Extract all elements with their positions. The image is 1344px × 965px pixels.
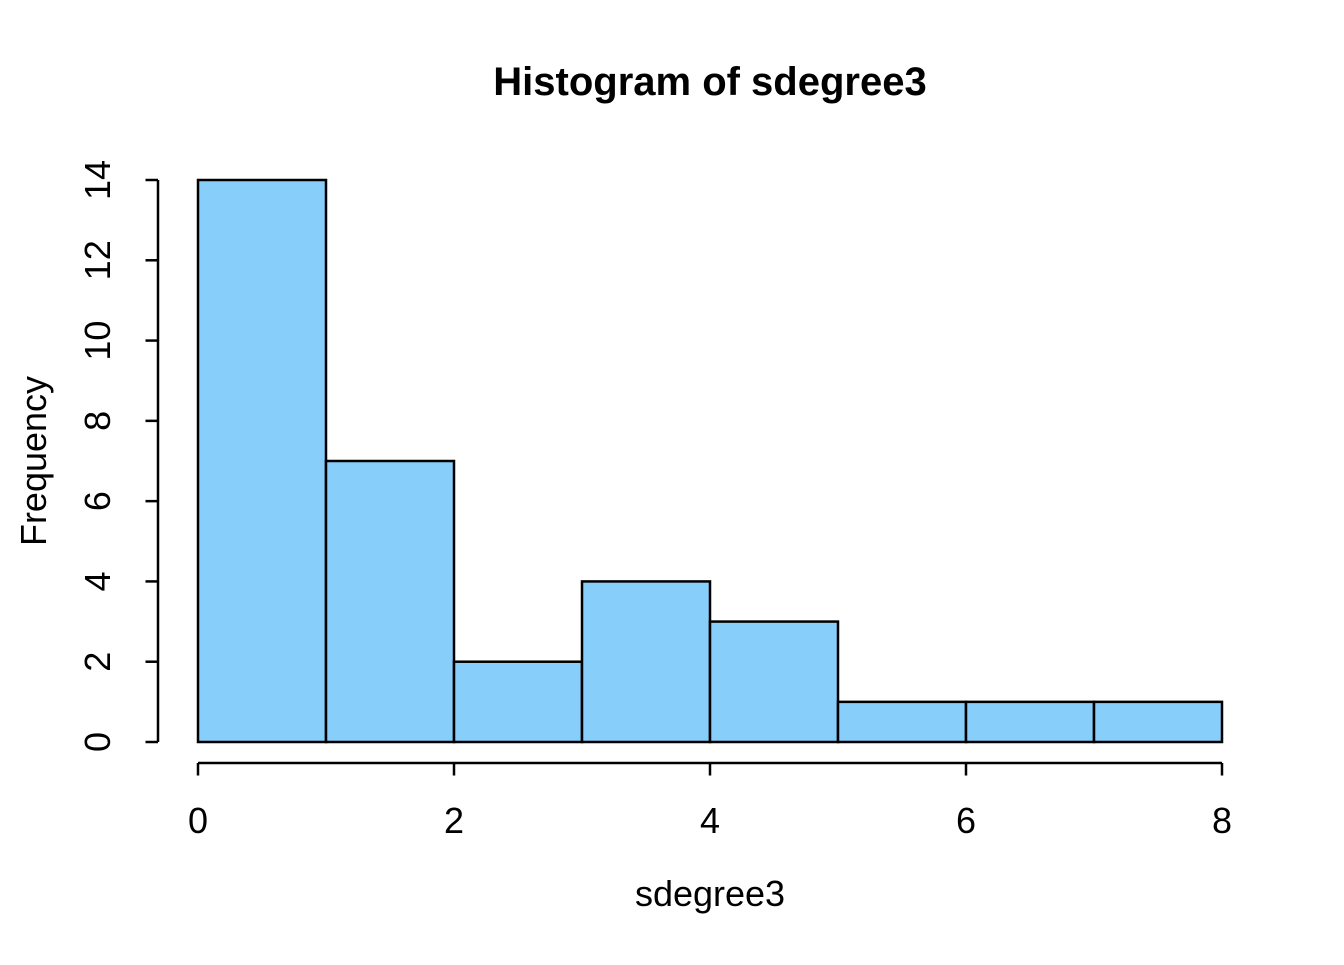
y-axis: 0 2 4 6 8 10 12 14 xyxy=(77,160,160,752)
x-tick-label: 8 xyxy=(1212,800,1232,841)
histogram-bar xyxy=(196,178,328,744)
x-tick-label: 2 xyxy=(444,800,464,841)
y-tick-label: 14 xyxy=(77,160,118,200)
y-tick-label: 6 xyxy=(77,491,118,511)
y-tick-label: 8 xyxy=(77,411,118,431)
y-tick-label: 4 xyxy=(77,571,118,591)
y-axis-label: Frequency xyxy=(13,376,54,546)
x-axis-label: sdegree3 xyxy=(635,873,785,914)
histogram-bar xyxy=(708,620,840,744)
x-tick-label: 0 xyxy=(188,800,208,841)
histogram-bar xyxy=(580,580,712,744)
y-tick-label: 0 xyxy=(77,732,118,752)
x-axis: 0 2 4 6 8 xyxy=(188,761,1232,841)
histogram-bar xyxy=(836,700,968,744)
histogram-bar xyxy=(964,700,1096,744)
histogram-bar xyxy=(1092,700,1224,744)
histogram-bar xyxy=(324,459,456,744)
x-tick-label: 6 xyxy=(956,800,976,841)
y-tick-label: 2 xyxy=(77,652,118,672)
x-tick-label: 4 xyxy=(700,800,720,841)
y-tick-label: 12 xyxy=(77,240,118,280)
bars-group xyxy=(196,178,1224,744)
histogram-bar xyxy=(452,660,584,744)
chart-title: Histogram of sdegree3 xyxy=(493,60,926,104)
y-tick-label: 10 xyxy=(77,321,118,361)
